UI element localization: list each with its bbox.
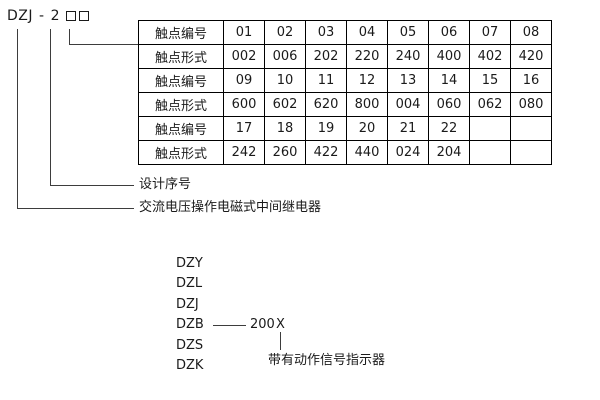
table-cell: 402 — [469, 44, 511, 69]
table-cell: 07 — [469, 20, 511, 45]
table-cell: 12 — [346, 68, 388, 93]
table-cell: 240 — [387, 44, 429, 69]
callout-line-product-horizontal — [17, 208, 134, 209]
table-cell: 21 — [387, 116, 429, 141]
table-row: 触点形式 600 602 620 800 004 060 062 080 — [138, 92, 552, 117]
table-cell: 602 — [264, 92, 306, 117]
model-code-separator: - — [39, 8, 45, 24]
table-cell: 060 — [428, 92, 470, 117]
callout-line-design-serial-horizontal — [50, 185, 134, 186]
model-code-prefix: DZJ — [7, 8, 33, 24]
model-series-item: DZB — [176, 317, 204, 332]
table-cell — [469, 116, 511, 141]
row-header: 触点编号 — [138, 20, 224, 45]
table-cell: 800 — [346, 92, 388, 117]
row-header: 触点编号 — [138, 116, 224, 141]
table-cell: 05 — [387, 20, 429, 45]
table-cell: 10 — [264, 68, 306, 93]
table-cell: 440 — [346, 140, 388, 165]
callout-line-contacts-horizontal — [69, 44, 138, 45]
table-cell: 220 — [346, 44, 388, 69]
table-cell: 422 — [305, 140, 347, 165]
table-cell: 22 — [428, 116, 470, 141]
table-cell: 024 — [387, 140, 429, 165]
table-cell: 202 — [305, 44, 347, 69]
product-name-label: 交流电压操作电磁式中间继电器 — [139, 200, 322, 215]
table-cell: 620 — [305, 92, 347, 117]
model-code: DZJ - 2 — [7, 8, 89, 24]
placeholder-box-icon — [78, 11, 89, 21]
row-header: 触点形式 — [138, 92, 224, 117]
table-cell: 19 — [305, 116, 347, 141]
table-cell: 242 — [223, 140, 265, 165]
table-cell: 11 — [305, 68, 347, 93]
table-cell: 13 — [387, 68, 429, 93]
table-row: 触点编号 17 18 19 20 21 22 — [138, 116, 552, 141]
table-cell: 14 — [428, 68, 470, 93]
variant-callout-line — [280, 332, 281, 350]
row-header: 触点编号 — [138, 68, 224, 93]
table-cell: 08 — [510, 20, 552, 45]
row-header: 触点形式 — [138, 140, 224, 165]
table-cell: 204 — [428, 140, 470, 165]
model-series-item: DZL — [176, 276, 203, 291]
table-cell: 18 — [264, 116, 306, 141]
table-row: 触点形式 242 260 422 440 024 204 — [138, 140, 552, 165]
design-serial-label: 设计序号 — [139, 177, 192, 192]
table-cell: 080 — [510, 92, 552, 117]
table-cell: 01 — [223, 20, 265, 45]
dzb-variant: X — [276, 317, 285, 332]
model-series-item: DZJ — [176, 297, 199, 312]
table-cell: 17 — [223, 116, 265, 141]
table-cell: 004 — [387, 92, 429, 117]
table-cell: 20 — [346, 116, 388, 141]
contact-table: 触点编号 01 02 03 04 05 06 07 08 触点形式 002 00… — [138, 20, 552, 165]
table-cell: 06 — [428, 20, 470, 45]
placeholder-box-icon — [65, 11, 76, 21]
callout-line-contacts-vertical — [69, 29, 70, 44]
table-cell: 02 — [264, 20, 306, 45]
table-row: 触点编号 01 02 03 04 05 06 07 08 — [138, 20, 552, 45]
model-series-item: DZK — [176, 358, 204, 373]
table-cell: 006 — [264, 44, 306, 69]
dzb-number: 200 — [250, 317, 275, 332]
model-series-item: DZS — [176, 338, 204, 353]
table-row: 触点编号 09 10 11 12 13 14 15 16 — [138, 68, 552, 93]
table-row: 触点形式 002 006 202 220 240 400 402 420 — [138, 44, 552, 69]
variant-note-label: 带有动作信号指示器 — [268, 353, 386, 368]
table-cell: 15 — [469, 68, 511, 93]
table-cell: 16 — [510, 68, 552, 93]
table-cell — [469, 140, 511, 165]
table-cell — [510, 116, 552, 141]
callout-line-product-vertical — [17, 29, 18, 208]
model-series-item: DZY — [176, 256, 203, 271]
table-cell: 04 — [346, 20, 388, 45]
model-code-series-digit: 2 — [50, 8, 60, 24]
row-header: 触点形式 — [138, 44, 224, 69]
table-cell: 420 — [510, 44, 552, 69]
table-cell — [510, 140, 552, 165]
table-cell: 062 — [469, 92, 511, 117]
callout-line-design-serial-vertical — [50, 29, 51, 185]
table-cell: 600 — [223, 92, 265, 117]
table-cell: 002 — [223, 44, 265, 69]
table-cell: 03 — [305, 20, 347, 45]
dzb-connector-line — [213, 325, 246, 326]
table-cell: 260 — [264, 140, 306, 165]
table-cell: 400 — [428, 44, 470, 69]
table-cell: 09 — [223, 68, 265, 93]
